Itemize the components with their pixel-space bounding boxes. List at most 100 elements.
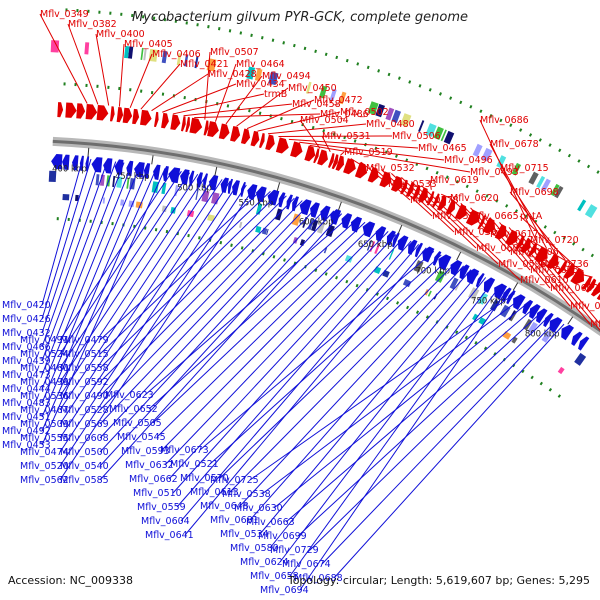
forward-gene-arrow [290,141,303,158]
gene-label: Mflv_0480 [366,119,415,130]
gene-label: Mflv_0545 [117,432,166,443]
label-connector [257,111,341,132]
scale-tick [567,316,574,325]
gene-label: Mflv_0528 [60,405,109,416]
label-connector [259,273,479,535]
forward-gene-arrow [203,120,209,136]
feature-block [382,269,390,278]
feature-block [255,203,263,215]
gene-label: Mflv_0620 [450,193,499,204]
label-connector [479,212,531,271]
forward-gene-arrow [57,102,64,118]
gene-label: Mflv_0630 [234,503,283,514]
feature-block [148,48,158,62]
forward-gene-arrow [317,149,328,166]
label-connector [59,177,215,411]
label-connector [160,227,381,452]
feature-block [427,290,432,297]
gene-label: Mflv_0652 [109,404,158,415]
gene-label: Mflv_0534 [220,529,269,540]
forward-gene-arrow [520,238,531,254]
gene-label: Mflv_0658 [250,571,299,582]
label-connector [450,198,471,217]
gene-label: Mflv_0720 [530,235,579,246]
gene-label: Mflv_0715 [500,163,549,174]
label-connector [350,158,367,169]
scale-tick-label: 700 kbp [415,267,450,277]
reverse-gene-arrow [408,239,418,255]
gene-label: Mflv_0608 [60,433,109,444]
label-connector [204,51,211,120]
label-connector [529,239,584,272]
feature-block [574,352,587,366]
feature-block [502,331,512,340]
feature-block [478,317,487,326]
gene-label: Mflv_0451 [2,412,51,423]
forward-gene-arrow [122,107,133,124]
feature-block [211,192,220,205]
label-connector [309,314,551,551]
feature-block [299,239,306,246]
label-connector [41,158,92,320]
reverse-gene-arrow [220,177,229,193]
gene-label: Mflv_0510 [133,488,182,499]
reverse-gene-arrow [208,175,219,191]
feature-block [490,299,500,312]
forward-gene-arrow [170,114,181,131]
label-connector [162,83,237,113]
forward-gene-arrow [436,195,447,211]
gene-label: Mflv_0382 [68,19,117,30]
forward-gene-arrow [454,204,467,220]
label-connector [99,200,303,411]
feature-block [344,254,353,263]
forward-gene-arrow [417,187,428,203]
gene-label: Mflv_0464 [236,59,285,70]
label-connector [164,231,389,466]
reverse-gene-arrow [180,169,190,185]
feature-block [385,107,395,121]
reverse-gene-arrow [536,308,548,324]
forward-gene-arrow [76,103,86,119]
gene-label: Mflv_0494 [262,71,311,82]
forward-gene-arrow [65,102,77,118]
feature-block [468,287,480,301]
label-connector [401,176,477,249]
reverse-gene-arrow [203,173,208,189]
gene-label: Mflv_0505 [113,418,162,429]
label-connector [470,207,511,253]
label-connector [59,182,239,453]
label-connector [360,161,389,185]
label-connector [99,197,295,397]
reverse-gene-arrow [561,324,574,341]
gene-label: Mflv_0624 [240,557,289,568]
label-connector [289,285,501,577]
forward-gene-arrow [116,107,124,123]
label-connector [99,202,311,425]
gene-label: Mflv_0641 [145,530,194,541]
forward-gene-arrow [405,182,415,197]
label-connector [41,161,117,362]
label-connector [285,305,537,523]
label-connector [199,250,435,451]
feature-ring-inner [48,170,587,366]
label-connector [118,43,125,107]
reverse-gene-arrow [196,172,203,188]
reverse-gene-arrow [513,294,526,310]
label-connector [269,277,487,549]
feature-block [425,123,437,137]
reverse-gene-arrow [549,317,563,333]
backbone-inner [52,139,600,333]
feature-block [557,366,565,375]
reverse-gene-arrow [114,159,124,175]
gene-label: Mflv_0499 [20,377,69,388]
label-connector [99,195,287,383]
label-connector [144,216,350,396]
label-connector [99,210,335,467]
feature-block [311,219,319,232]
gene-label: Mflv_0570 [180,473,229,484]
feature-block [584,204,598,219]
label-connector [421,185,521,281]
reverse-gene-arrow [189,170,195,186]
gene-label: Mflv_0606 [510,247,559,258]
reverse-gene-labels: Mflv_0420Mflv_0426Mflv_0432Mflv_0466Mflv… [2,158,565,596]
